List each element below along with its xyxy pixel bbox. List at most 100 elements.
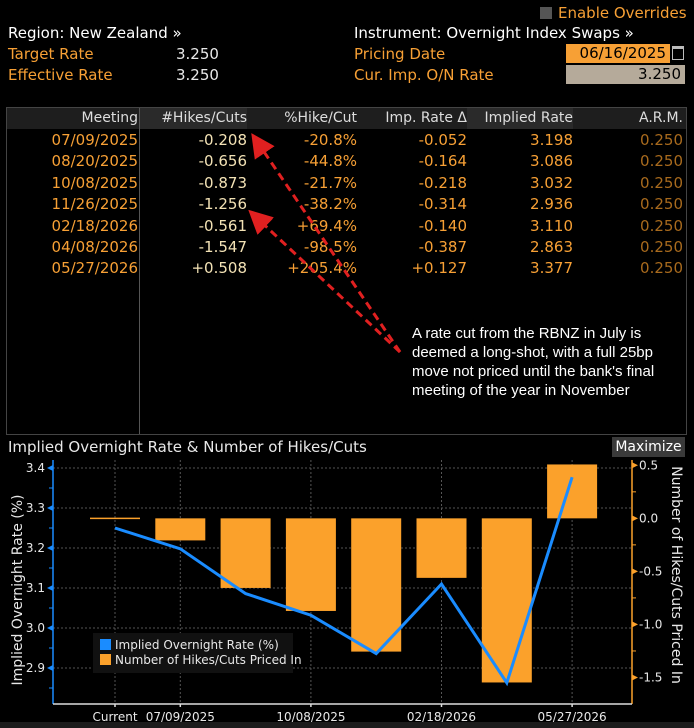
left-axis-tick: [47, 665, 53, 671]
left-axis-tick: [47, 585, 53, 591]
right-axis-tick: [632, 674, 638, 681]
calendar-icon[interactable]: [672, 46, 684, 60]
legend-label-bar: Number of Hikes/Cuts Priced In: [115, 653, 302, 667]
cur-imp-rate-input[interactable]: 3.250: [566, 65, 685, 84]
right-axis-tick: [632, 515, 638, 522]
cell-pct-hike-cut: -20.8%: [303, 131, 357, 149]
target-rate-label: Target Rate: [8, 45, 94, 63]
x-tick-label: 07/09/2025: [146, 710, 215, 723]
right-tick-label: -1.0: [639, 617, 662, 631]
cell-meeting: 05/27/2026: [51, 259, 138, 278]
left-axis-tick: [47, 465, 53, 471]
pricing-date-input[interactable]: 06/16/2025: [566, 44, 670, 63]
col-header-pct-hike-cut[interactable]: %Hike/Cut: [284, 110, 357, 126]
cell-imp-rate-delta: -0.314: [418, 195, 467, 214]
line-series: [114, 476, 574, 687]
cell-hikes-cuts: -0.561: [198, 216, 247, 235]
right-axis-title: Number of Hikes/Cuts Priced In: [668, 466, 684, 684]
right-axis-tick: [632, 568, 638, 575]
table-header: Meeting #Hikes/Cuts %Hike/Cut Imp. Rate …: [7, 108, 686, 129]
bar: [220, 518, 271, 588]
cell-implied-rate: 3.086: [530, 152, 573, 171]
table-row[interactable]: 11/26/2025 -1.256 -38.2% -0.314 2.936 0.250: [7, 194, 686, 215]
left-tick-label: 3.1: [26, 581, 45, 595]
cell-pct-hike-cut: -98.5%: [303, 238, 357, 256]
x-tick-label: 02/18/2026: [407, 710, 476, 723]
cell-pct-hike-cut: -38.2%: [303, 195, 357, 214]
cell-imp-rate-delta: +0.127: [411, 259, 467, 278]
col-header-imp-rate-delta[interactable]: Imp. Rate Δ: [385, 110, 467, 126]
cell-pct-hike-cut: -21.7%: [303, 173, 357, 192]
x-tick-label: 05/27/2026: [538, 710, 607, 723]
chart-title: Implied Overnight Rate & Number of Hikes…: [8, 438, 367, 456]
left-axis-title: Implied Overnight Rate (%): [10, 494, 26, 685]
cell-pct-hike-cut: -44.8%: [303, 152, 357, 171]
cell-meeting: 11/26/2025: [51, 195, 138, 214]
x-tick-label: 10/08/2025: [276, 710, 345, 723]
chart: 3.4 3.3 3.2 3.1 3.0 2.9 0.5 0.0 -0.5 -1.0 -1.5 Curr…: [10, 458, 684, 723]
col-header-meeting[interactable]: Meeting: [81, 110, 138, 126]
legend-swatch-bar: [100, 654, 111, 665]
col-header-hikes-cuts[interactable]: #Hikes/Cuts: [140, 108, 247, 129]
region-selector[interactable]: Region: New Zealand »: [8, 24, 182, 42]
right-tick-label: 0.5: [639, 458, 658, 472]
right-tick-label: -0.5: [639, 564, 662, 578]
cell-arm: 0.250: [640, 173, 683, 192]
instrument-selector[interactable]: Instrument: Overnight Index Swaps »: [354, 24, 634, 42]
legend-label-line: Implied Overnight Rate (%): [115, 638, 279, 652]
cell-meeting: 04/08/2026: [51, 238, 138, 256]
col-header-arm[interactable]: A.R.M.: [639, 110, 683, 126]
cell-imp-rate-delta: -0.387: [418, 238, 467, 256]
table-row[interactable]: 02/18/2026 -0.561 +69.4% -0.140 3.110 0.250: [7, 216, 686, 237]
enable-overrides-checkbox[interactable]: [540, 7, 552, 19]
right-axis-tick: [632, 462, 638, 469]
cell-imp-rate-delta: -0.140: [418, 216, 467, 235]
cell-meeting: 07/09/2025: [51, 131, 138, 149]
annotation-text: A rate cut from the RBNZ in July is deem…: [412, 325, 655, 399]
maximize-button[interactable]: Maximize: [612, 437, 685, 457]
right-tick-label: -1.5: [639, 670, 662, 684]
cell-arm: 0.250: [640, 195, 683, 214]
bar: [547, 464, 598, 519]
left-axis-tick: [47, 625, 53, 631]
cell-meeting: 10/08/2025: [51, 173, 138, 192]
table-row[interactable]: 05/27/2026 +0.508 +205.4% +0.127 3.377 0.250: [7, 258, 686, 279]
bar: [155, 518, 206, 541]
table-row[interactable]: 08/20/2025 -0.656 -44.8% -0.164 3.086 0.250: [7, 151, 686, 172]
cell-implied-rate: 3.198: [530, 131, 573, 149]
table-row[interactable]: 10/08/2025 -0.873 -21.7% -0.218 3.032 0.250: [7, 173, 686, 194]
effective-rate-value: 3.250: [176, 66, 219, 84]
right-tick-label: 0.0: [639, 511, 658, 525]
left-tick-label: 3.3: [26, 501, 45, 515]
effective-rate-label: Effective Rate: [8, 66, 113, 84]
target-rate-value: 3.250: [176, 45, 219, 63]
table-row[interactable]: 04/08/2026 -1.547 -98.5% -0.387 2.863 0.250: [7, 237, 686, 258]
enable-overrides-toggle[interactable]: Enable Overrides: [540, 4, 687, 22]
cell-implied-rate: 3.110: [530, 216, 573, 235]
cell-arm: 0.250: [640, 216, 683, 235]
col-header-implied-rate[interactable]: Implied Rate: [467, 108, 573, 129]
enable-overrides-label: Enable Overrides: [558, 4, 687, 22]
cell-hikes-cuts: -0.656: [198, 152, 247, 171]
left-tick-label: 3.2: [26, 541, 45, 555]
cell-hikes-cuts: -1.547: [198, 238, 247, 256]
left-axis-tick: [47, 545, 53, 551]
cell-implied-rate: 2.863: [530, 238, 573, 256]
cell-implied-rate: 3.377: [530, 259, 573, 278]
cell-arm: 0.250: [640, 152, 683, 171]
left-tick-label: 2.9: [26, 661, 45, 675]
cell-pct-hike-cut: +69.4%: [296, 216, 357, 235]
column-divider: [139, 108, 140, 434]
cur-imp-rate-label: Cur. Imp. O/N Rate: [354, 66, 494, 84]
cell-hikes-cuts: -1.256: [198, 195, 247, 214]
pricing-date-label: Pricing Date: [354, 45, 446, 63]
cell-pct-hike-cut: +205.4%: [287, 259, 357, 278]
left-tick-label: 3.0: [26, 621, 45, 635]
right-axis-tick: [632, 621, 638, 628]
cell-implied-rate: 3.032: [530, 173, 573, 192]
x-tick-label: Current: [92, 710, 137, 723]
legend-box: [93, 633, 293, 673]
cell-implied-rate: 2.936: [530, 195, 573, 214]
cell-hikes-cuts: -0.208: [198, 131, 247, 149]
table-row[interactable]: 07/09/2025 -0.208 -20.8% -0.052 3.198 0.250: [7, 130, 686, 151]
